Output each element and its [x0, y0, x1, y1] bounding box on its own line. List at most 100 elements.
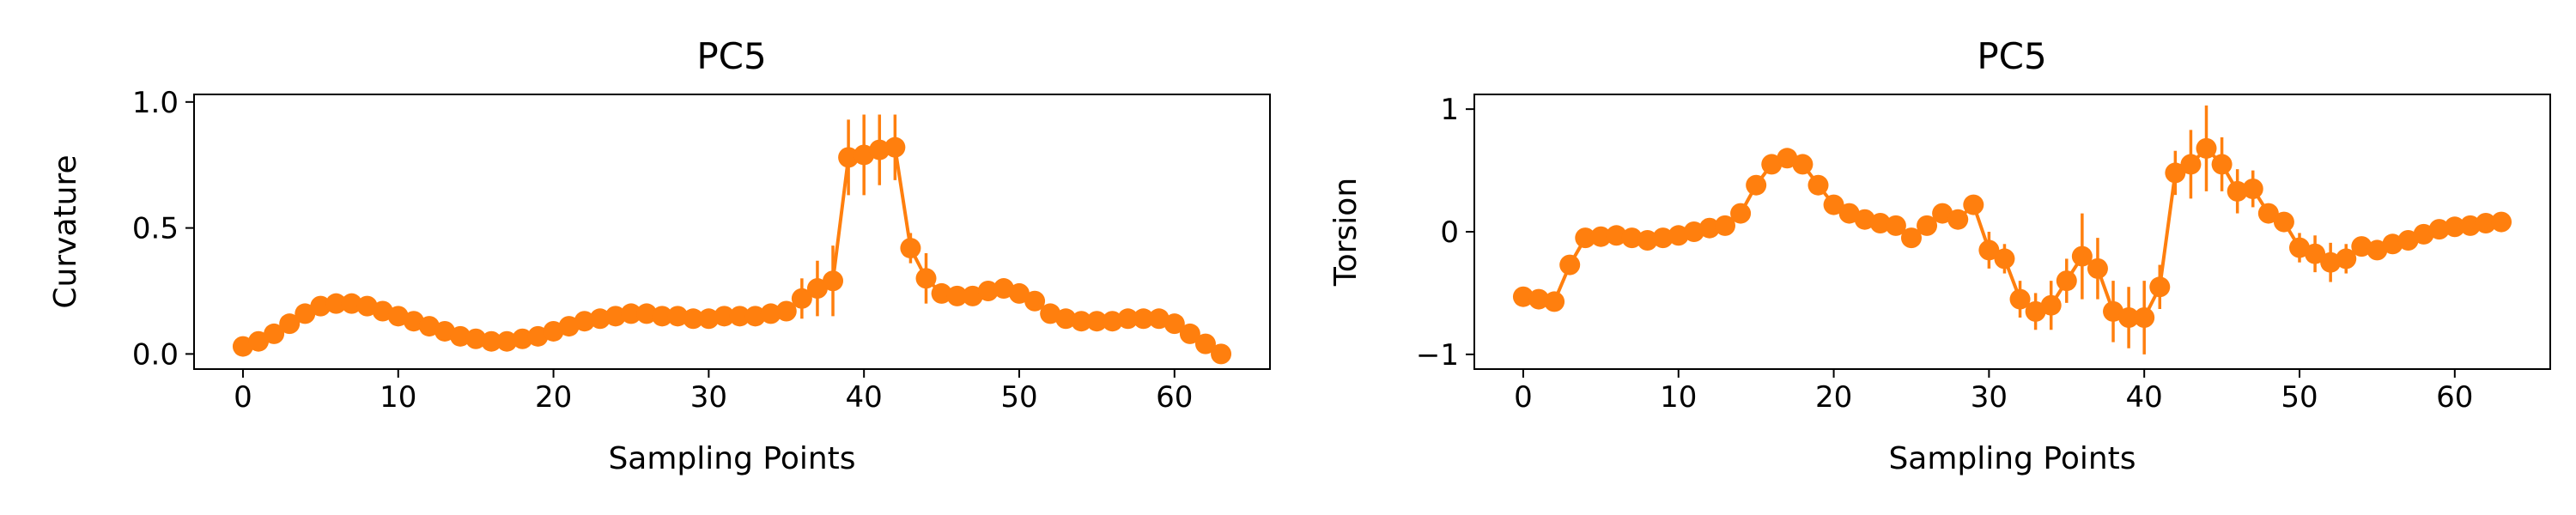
data-point — [683, 308, 704, 330]
data-point — [1994, 248, 2015, 270]
data-point — [884, 136, 906, 158]
data-point — [2071, 245, 2093, 267]
data-point — [1869, 213, 1891, 233]
data-point — [2103, 300, 2124, 322]
x-tick-label: 40 — [846, 380, 883, 415]
data-point — [543, 320, 564, 342]
x-tick-label: 10 — [1660, 380, 1697, 415]
x-tick-label: 40 — [2126, 380, 2163, 415]
data-point — [2428, 219, 2450, 240]
data-point — [869, 139, 890, 161]
data-point — [1575, 227, 1596, 249]
data-point — [1163, 313, 1185, 335]
x-tick-label: 30 — [1971, 380, 2008, 415]
data-point — [838, 147, 860, 168]
data-point — [2134, 307, 2155, 328]
data-point — [2475, 213, 2496, 233]
data-point — [729, 306, 750, 327]
data-point — [1528, 288, 1550, 310]
data-point — [2413, 223, 2434, 245]
data-point — [1133, 308, 1154, 330]
data-point — [714, 306, 735, 327]
data-point — [1194, 333, 1216, 354]
data-point — [1807, 174, 1829, 196]
x-tick-label: 50 — [2281, 380, 2318, 415]
chart-title: PC5 — [1977, 35, 2046, 77]
data-point — [698, 308, 720, 330]
data-point — [2227, 180, 2248, 202]
data-point — [2149, 276, 2171, 298]
data-point — [496, 330, 518, 352]
data-point — [1885, 215, 1906, 236]
x-tick-label: 60 — [2436, 380, 2473, 415]
data-point — [2180, 154, 2202, 175]
plot-frame — [1473, 94, 2551, 370]
data-point — [1512, 286, 1534, 307]
data-point — [1148, 308, 1170, 330]
data-point — [1544, 291, 1565, 312]
x-axis-label: Sampling Points — [608, 441, 855, 476]
chart-title: PC5 — [696, 35, 766, 77]
data-point — [403, 311, 424, 332]
data-point — [418, 316, 440, 337]
data-point — [1071, 311, 1092, 332]
data-point — [605, 306, 626, 327]
data-point — [558, 316, 580, 337]
data-point — [791, 288, 812, 309]
data-point — [2257, 203, 2279, 224]
torsion-chart: PC5 Sampling Points Torsion 0 10 20 30 40 50 6… — [1328, 35, 2551, 476]
data-point — [512, 328, 533, 349]
data-point — [1179, 323, 1200, 344]
data-point — [1590, 226, 1612, 247]
data-point — [295, 303, 316, 324]
data-point — [1947, 209, 1969, 230]
data-point — [450, 325, 471, 347]
x-tick-label: 20 — [535, 380, 572, 415]
data-point — [1932, 203, 1953, 224]
data-point — [2025, 300, 2046, 322]
y-axis-label: Torsion — [1328, 178, 1364, 287]
y-tick-label: 0.5 — [132, 212, 179, 246]
data-point — [977, 280, 999, 301]
data-point — [264, 323, 285, 344]
data-point — [2087, 258, 2108, 279]
x-tick-label: 0 — [234, 380, 252, 415]
data-point — [356, 295, 378, 317]
data-point — [2242, 179, 2263, 199]
data-point — [1978, 239, 2000, 261]
data-point — [232, 336, 253, 357]
data-point — [1746, 174, 1767, 196]
data-point — [931, 282, 952, 304]
data-point — [2273, 211, 2294, 233]
data-point — [2305, 243, 2326, 264]
y-tick-label: 0 — [1440, 215, 1459, 250]
x-tick-label: 0 — [1514, 380, 1533, 415]
data-point — [589, 308, 611, 330]
data-point — [2382, 233, 2403, 255]
data-point — [1211, 343, 1232, 365]
x-axis-label: Sampling Points — [1888, 441, 2136, 476]
data-point — [2165, 162, 2186, 184]
data-point — [1854, 209, 1875, 230]
data-point — [1838, 203, 1860, 224]
data-point — [574, 311, 595, 332]
x-tick-label: 10 — [380, 380, 416, 415]
data-point — [2040, 294, 2062, 316]
data-point — [1761, 154, 1783, 175]
data-point — [2444, 216, 2465, 238]
data-point — [2351, 236, 2372, 258]
data-point — [2118, 307, 2140, 328]
data-point — [1024, 290, 1046, 312]
data-point — [1040, 303, 1061, 324]
data-point — [248, 330, 270, 352]
data-point — [652, 306, 673, 327]
data-point — [1637, 230, 1658, 251]
y-tick-label: 1 — [1440, 93, 1459, 127]
data-point — [527, 325, 549, 347]
data-point — [1683, 221, 1704, 242]
data-point — [760, 303, 781, 324]
data-point — [915, 268, 937, 289]
data-point — [310, 295, 331, 317]
data-point — [1823, 194, 1844, 215]
